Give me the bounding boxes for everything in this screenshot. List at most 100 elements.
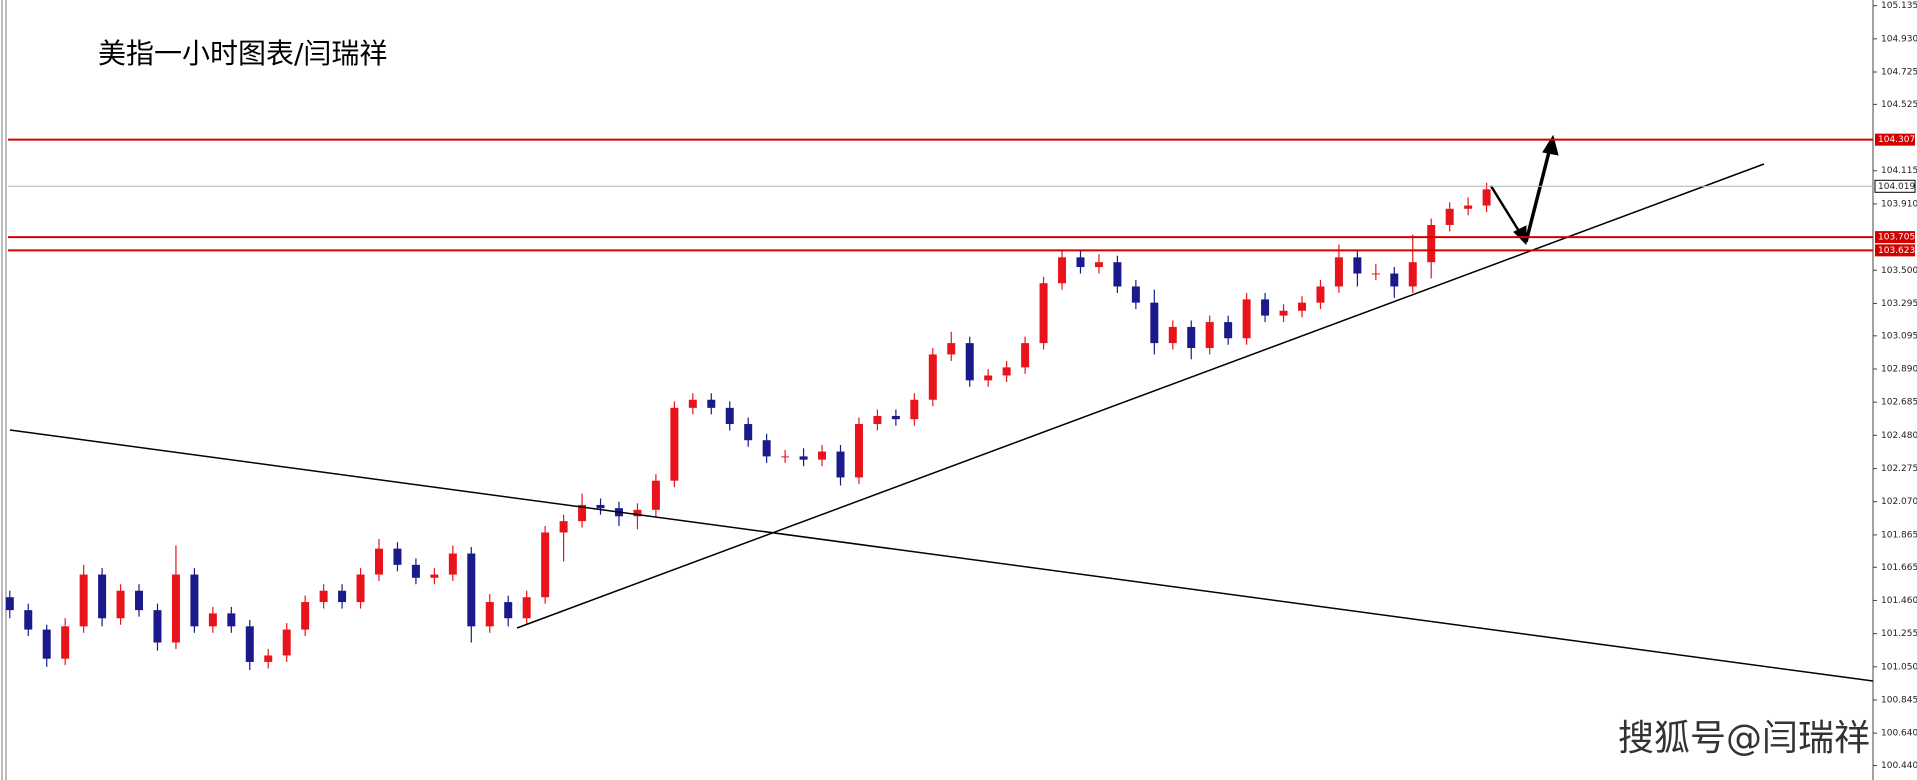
candle-body <box>227 613 236 627</box>
candle-body <box>375 548 383 575</box>
candle-body <box>301 602 310 630</box>
candle-body <box>541 532 550 598</box>
candle-body <box>1408 262 1417 287</box>
y-tick-label: 104.725 <box>1881 68 1917 78</box>
candle-body <box>744 424 753 441</box>
candle-body <box>98 574 107 619</box>
candle-body <box>1131 286 1140 303</box>
candle-body <box>578 504 587 522</box>
y-tick-label: 100.440 <box>1881 761 1917 771</box>
candle-body <box>338 590 347 603</box>
candle-body <box>1482 189 1491 206</box>
candle-body <box>725 407 734 425</box>
candle-body <box>1168 326 1177 344</box>
candle-body <box>984 375 993 381</box>
candle-body <box>522 597 531 619</box>
candle-body <box>799 456 808 460</box>
y-tick-label: 101.460 <box>1881 596 1917 606</box>
candle-body <box>1113 262 1122 287</box>
current-price-label: 104.019 <box>1878 182 1915 192</box>
candle-body <box>411 564 420 578</box>
y-tick-label: 102.480 <box>1881 431 1917 441</box>
y-tick-label: 103.500 <box>1881 266 1917 276</box>
candle-body <box>688 399 697 408</box>
candle-body <box>190 574 199 627</box>
candle-body <box>1390 273 1399 287</box>
candle-body <box>1021 343 1030 368</box>
candle-body <box>1224 322 1233 339</box>
candle-body <box>504 602 513 619</box>
candle-body <box>1205 322 1214 348</box>
y-tick-label: 104.525 <box>1881 100 1917 110</box>
level-label: 103.705 <box>1878 233 1915 243</box>
y-tick-label: 100.845 <box>1881 695 1917 705</box>
y-tick-label: 103.095 <box>1881 331 1917 341</box>
forecast-arrow <box>1489 134 1559 246</box>
candle-body <box>1298 302 1306 311</box>
candle-body <box>873 415 882 425</box>
candle-body <box>1187 326 1196 348</box>
level-box <box>1875 133 1915 146</box>
y-tick-label: 103.295 <box>1881 299 1917 309</box>
candle-body <box>707 399 716 408</box>
candle-body <box>854 424 863 478</box>
candle-body <box>1427 224 1436 263</box>
candle-body <box>245 626 254 662</box>
candle-body <box>965 343 974 381</box>
candle-body <box>171 574 180 643</box>
candle-body <box>356 574 365 603</box>
y-tick-label: 104.930 <box>1881 34 1917 44</box>
candle-body <box>633 509 642 517</box>
candle-body <box>781 456 790 458</box>
candle-body <box>282 629 291 656</box>
y-tick-label: 100.640 <box>1881 729 1917 739</box>
level-box <box>1875 244 1915 257</box>
candle-body <box>559 521 568 533</box>
candle-body <box>467 553 476 627</box>
candle-body <box>1039 283 1048 344</box>
arrow-down <box>1489 185 1524 237</box>
candle-body <box>1279 310 1288 316</box>
plot-area <box>5 182 1491 671</box>
arrow-up <box>1524 147 1552 243</box>
candle-body <box>135 590 144 611</box>
candle-body <box>1445 208 1454 225</box>
y-tick-label: 102.685 <box>1881 398 1917 408</box>
level-label: 104.307 <box>1878 135 1915 145</box>
watermark: 搜狐号@闫瑞祥 <box>1618 718 1870 759</box>
level-label: 103.623 <box>1878 246 1915 256</box>
y-tick-label: 101.050 <box>1881 662 1917 672</box>
candle-body <box>5 597 14 611</box>
candle-body <box>448 553 457 575</box>
candle-body <box>1094 262 1103 268</box>
candle-body <box>1002 367 1011 376</box>
level-box <box>1875 231 1915 244</box>
candle-body <box>42 629 51 659</box>
candle-body <box>430 574 439 578</box>
trend-line <box>9 429 1874 682</box>
y-tick-label: 102.070 <box>1881 497 1917 507</box>
y-tick-label: 101.255 <box>1881 629 1917 639</box>
candle-body <box>1242 299 1251 339</box>
chart-title: 美指一小时图表/闫瑞祥 <box>98 37 387 70</box>
candle-body <box>762 440 771 457</box>
candle-body <box>208 613 217 627</box>
candle-body <box>116 590 125 619</box>
candle-body <box>1058 257 1067 284</box>
current-price-box <box>1874 179 1916 193</box>
candle-body <box>1261 299 1270 316</box>
candle-body <box>1316 286 1325 303</box>
candle-body <box>928 354 937 400</box>
candle-body <box>836 451 845 478</box>
candle-body <box>1076 257 1085 268</box>
candle-body <box>651 480 660 510</box>
y-tick-label: 102.275 <box>1881 464 1917 474</box>
y-tick-label: 102.890 <box>1881 365 1917 375</box>
candle-body <box>910 399 919 420</box>
candle-body <box>264 655 273 662</box>
candle-body <box>24 610 33 630</box>
candle-body <box>61 626 70 659</box>
candle-body <box>818 451 827 460</box>
